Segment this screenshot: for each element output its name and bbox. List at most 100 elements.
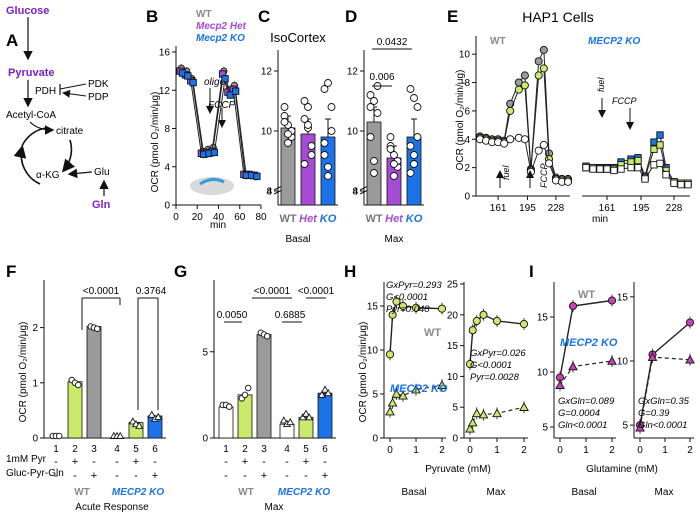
g-dot — [279, 416, 288, 424]
f-bar — [67, 381, 83, 439]
pdp-label: PDP — [88, 92, 109, 103]
c-category-label: KO — [320, 213, 337, 225]
h-right-ytick-label: 10 — [447, 372, 459, 383]
g-bar — [317, 392, 333, 439]
panel-letter-b: B — [146, 7, 158, 26]
f-pyr-sign: - — [115, 456, 119, 468]
g-bar — [237, 394, 253, 439]
g-category-label: 3 — [261, 444, 267, 455]
g-gpg-sign: - — [224, 470, 228, 482]
c-dot — [320, 151, 329, 159]
f-ytick-label: 2 — [32, 323, 38, 334]
g-pyr-sign: - — [323, 456, 327, 468]
i-sub-left: Basal — [571, 487, 596, 498]
c-category-label: WT — [279, 213, 296, 225]
b-fccp-label: FCCP — [208, 100, 236, 111]
g-dot — [241, 391, 249, 399]
h-right-data-point — [465, 423, 475, 433]
i-right-data-point — [685, 354, 695, 364]
i-right-ytick-label: 5 — [622, 421, 628, 432]
c-dot — [300, 97, 309, 105]
i-right-xtick-label: 1 — [662, 445, 668, 456]
d-dot — [370, 169, 378, 177]
b-data-point — [253, 172, 261, 180]
g-gpg-sign: - — [285, 470, 289, 482]
d-dot — [410, 151, 418, 159]
e-right-data-point — [610, 166, 618, 175]
d-dot — [406, 142, 415, 150]
i-left-xtick-label: 2 — [609, 445, 615, 456]
f-row1-label: 1mM Pyr — [6, 454, 47, 465]
i-left-data-point — [568, 361, 578, 371]
g-dot — [305, 413, 314, 421]
g-sub: Max — [265, 502, 284, 513]
h-right-data-point — [468, 326, 477, 335]
g-dot — [286, 417, 295, 426]
i-left-series-line — [559, 360, 613, 386]
g-pvalue-2: <0.0001 — [298, 286, 335, 297]
e-left-data-point — [539, 45, 548, 54]
c-title: IsoCortex — [270, 30, 326, 45]
e-left-xtick-label: 195 — [519, 203, 536, 214]
h-left-xtick-label: 2 — [439, 445, 445, 456]
h-left-xtick-label: 0 — [387, 445, 393, 456]
h-sub-right: Max — [487, 487, 506, 498]
f-sub: Acute Response — [75, 502, 149, 513]
tca-arc-left — [13, 144, 41, 185]
f-ylabel: OCR (pmol O₂/min/μg) — [18, 322, 29, 423]
g-category-label: 4 — [284, 444, 290, 455]
e-left-data-point — [520, 81, 529, 90]
e-right-data-point — [677, 181, 685, 189]
h-left-xtick-label: 1 — [413, 445, 419, 456]
gln-label: Gln — [92, 199, 111, 211]
h-right-ytick-label: 20 — [447, 310, 459, 321]
e-title: HAP1 Cells — [522, 9, 594, 25]
g-gpg-sign: - — [243, 470, 247, 482]
h-stat-right-2: G<0.0001 — [470, 360, 512, 371]
e-ytick-label: 2 — [464, 163, 470, 174]
h-right-data-point — [471, 408, 482, 418]
panel-i-chart: 5 10 15 0 1 2 5 10 15 0 1 2 WT MECP2 KO GxGln=0.089… — [537, 282, 695, 498]
h-right-ytick-label: 5 — [452, 403, 458, 414]
e-right-data-point — [582, 163, 590, 172]
f-ytick-label: 0 — [32, 434, 38, 445]
tca-arc-right — [61, 139, 76, 173]
e-right-xtick-label: 228 — [666, 203, 683, 214]
g-pvalue-4: 0.6885 — [275, 310, 306, 321]
f-pvalue-2: 0.3764 — [136, 286, 167, 297]
h-left-data-point — [437, 380, 447, 389]
f-gpg-sign: + — [152, 470, 158, 482]
d-dot — [386, 145, 395, 153]
glu-to-akg-arrow — [67, 168, 93, 179]
h-left-data-point — [398, 301, 408, 311]
f-wt-label: WT — [74, 487, 90, 498]
e-left-series-line — [479, 49, 568, 180]
akg-label: α-KG — [36, 170, 60, 181]
f-dot — [135, 421, 144, 429]
h-right-xtick-label: 1 — [494, 445, 500, 456]
h-right-data-point — [478, 409, 489, 419]
e-right-data-point — [596, 165, 604, 173]
pyruvate-label: Pyruvate — [8, 67, 54, 79]
legend-wt: WT — [196, 9, 212, 20]
d-category-label: KO — [406, 213, 423, 225]
g-dot — [301, 409, 311, 417]
e-left-data-point — [506, 106, 515, 115]
b-ytick-label: 4 — [164, 162, 170, 173]
h-left-data-point — [392, 297, 401, 306]
g-pvalue-3: 0.0050 — [217, 310, 248, 321]
d-dot — [410, 94, 418, 102]
f-ytick-label: 1 — [32, 378, 38, 389]
c-dot — [280, 103, 289, 111]
c-dot — [324, 163, 332, 171]
h-right-data-point — [519, 319, 529, 329]
b-data-point — [226, 91, 234, 99]
c-dot — [284, 139, 292, 147]
i-right-data-point — [647, 352, 658, 361]
i-sub-right: Max — [655, 487, 674, 498]
panel-letter-a: A — [6, 31, 18, 50]
h-right-ytick-label: 25 — [447, 280, 459, 291]
e-fccp-label-left: FCCP — [539, 164, 549, 189]
